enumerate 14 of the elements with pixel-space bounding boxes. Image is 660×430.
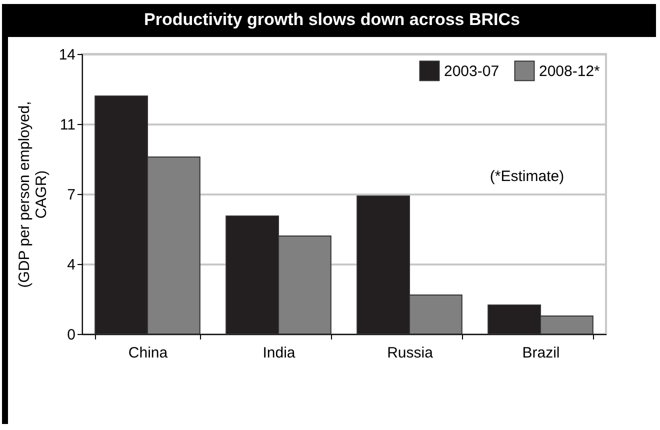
y-tick-label: 0: [67, 326, 76, 344]
legend-label: 2008-12*: [539, 62, 600, 80]
y-tick-label: 4: [67, 256, 76, 274]
y-axis-title: (GDP per person employed, CAGR): [16, 101, 50, 288]
annotation: (*Estimate): [490, 168, 564, 185]
y-tick-label: 11: [60, 116, 76, 134]
chart-title: Productivity growth slows down across BRICs: [8, 4, 656, 37]
x-tick-label: Brazil: [522, 344, 560, 362]
legend-label: 2003-07: [444, 62, 500, 80]
y-tick-label: 14: [58, 46, 76, 64]
x-tick-label: China: [128, 344, 168, 362]
x-tick-label: Russia: [387, 344, 434, 362]
y-tick-label: 7: [67, 186, 76, 204]
x-tick-label: India: [262, 344, 296, 362]
